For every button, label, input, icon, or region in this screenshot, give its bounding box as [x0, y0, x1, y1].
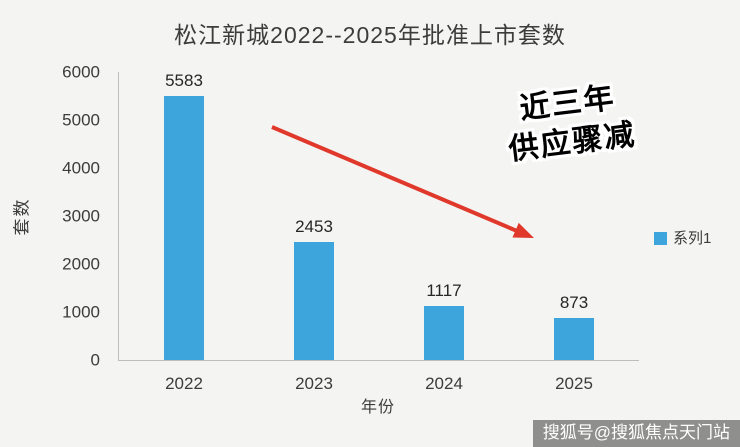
bar-value-label: 2453 [295, 217, 333, 237]
bar [424, 306, 464, 360]
y-tick-label: 1000 [62, 302, 100, 322]
y-tick-label: 2000 [62, 254, 100, 274]
bar-value-label: 1117 [426, 281, 462, 301]
x-axis-title: 年份 [360, 399, 395, 416]
y-tick-label: 4000 [62, 158, 100, 178]
bar-value-label: 873 [559, 293, 589, 313]
bar-slot: 873 2025 [509, 72, 639, 392]
watermark: 搜狐号@搜狐焦点天门站 [532, 419, 740, 447]
bar [164, 96, 204, 360]
y-tick-label: 6000 [62, 62, 100, 82]
plot-area: 5583 2022 2453 2023 1117 2024 873 2025 [118, 71, 639, 392]
bar [554, 318, 594, 360]
x-tick-label: 2023 [295, 374, 333, 393]
y-axis-ticks: 0 1000 2000 3000 4000 5000 6000 [52, 64, 100, 369]
bar-slot: 5583 2022 [119, 71, 249, 392]
legend-swatch-icon [654, 232, 667, 245]
bar-value-label: 5583 [165, 71, 203, 90]
x-tick-label: 2022 [165, 374, 203, 393]
x-tick-label: 2024 [425, 374, 463, 393]
y-axis-title: 套数 [12, 197, 32, 235]
x-tick-label: 2025 [555, 374, 593, 393]
legend-label: 系列1 [673, 230, 712, 247]
y-tick-label: 3000 [62, 206, 100, 226]
y-tick-label: 5000 [62, 110, 100, 130]
y-tick-label: 0 [90, 350, 100, 370]
chart-title: 松江新城2022--2025年批准上市套数 [174, 22, 566, 48]
bar-slot: 1117 2024 [379, 72, 509, 392]
legend: 系列1 [654, 231, 711, 246]
bar-slot: 2453 2023 [249, 72, 379, 392]
bar [294, 242, 334, 360]
